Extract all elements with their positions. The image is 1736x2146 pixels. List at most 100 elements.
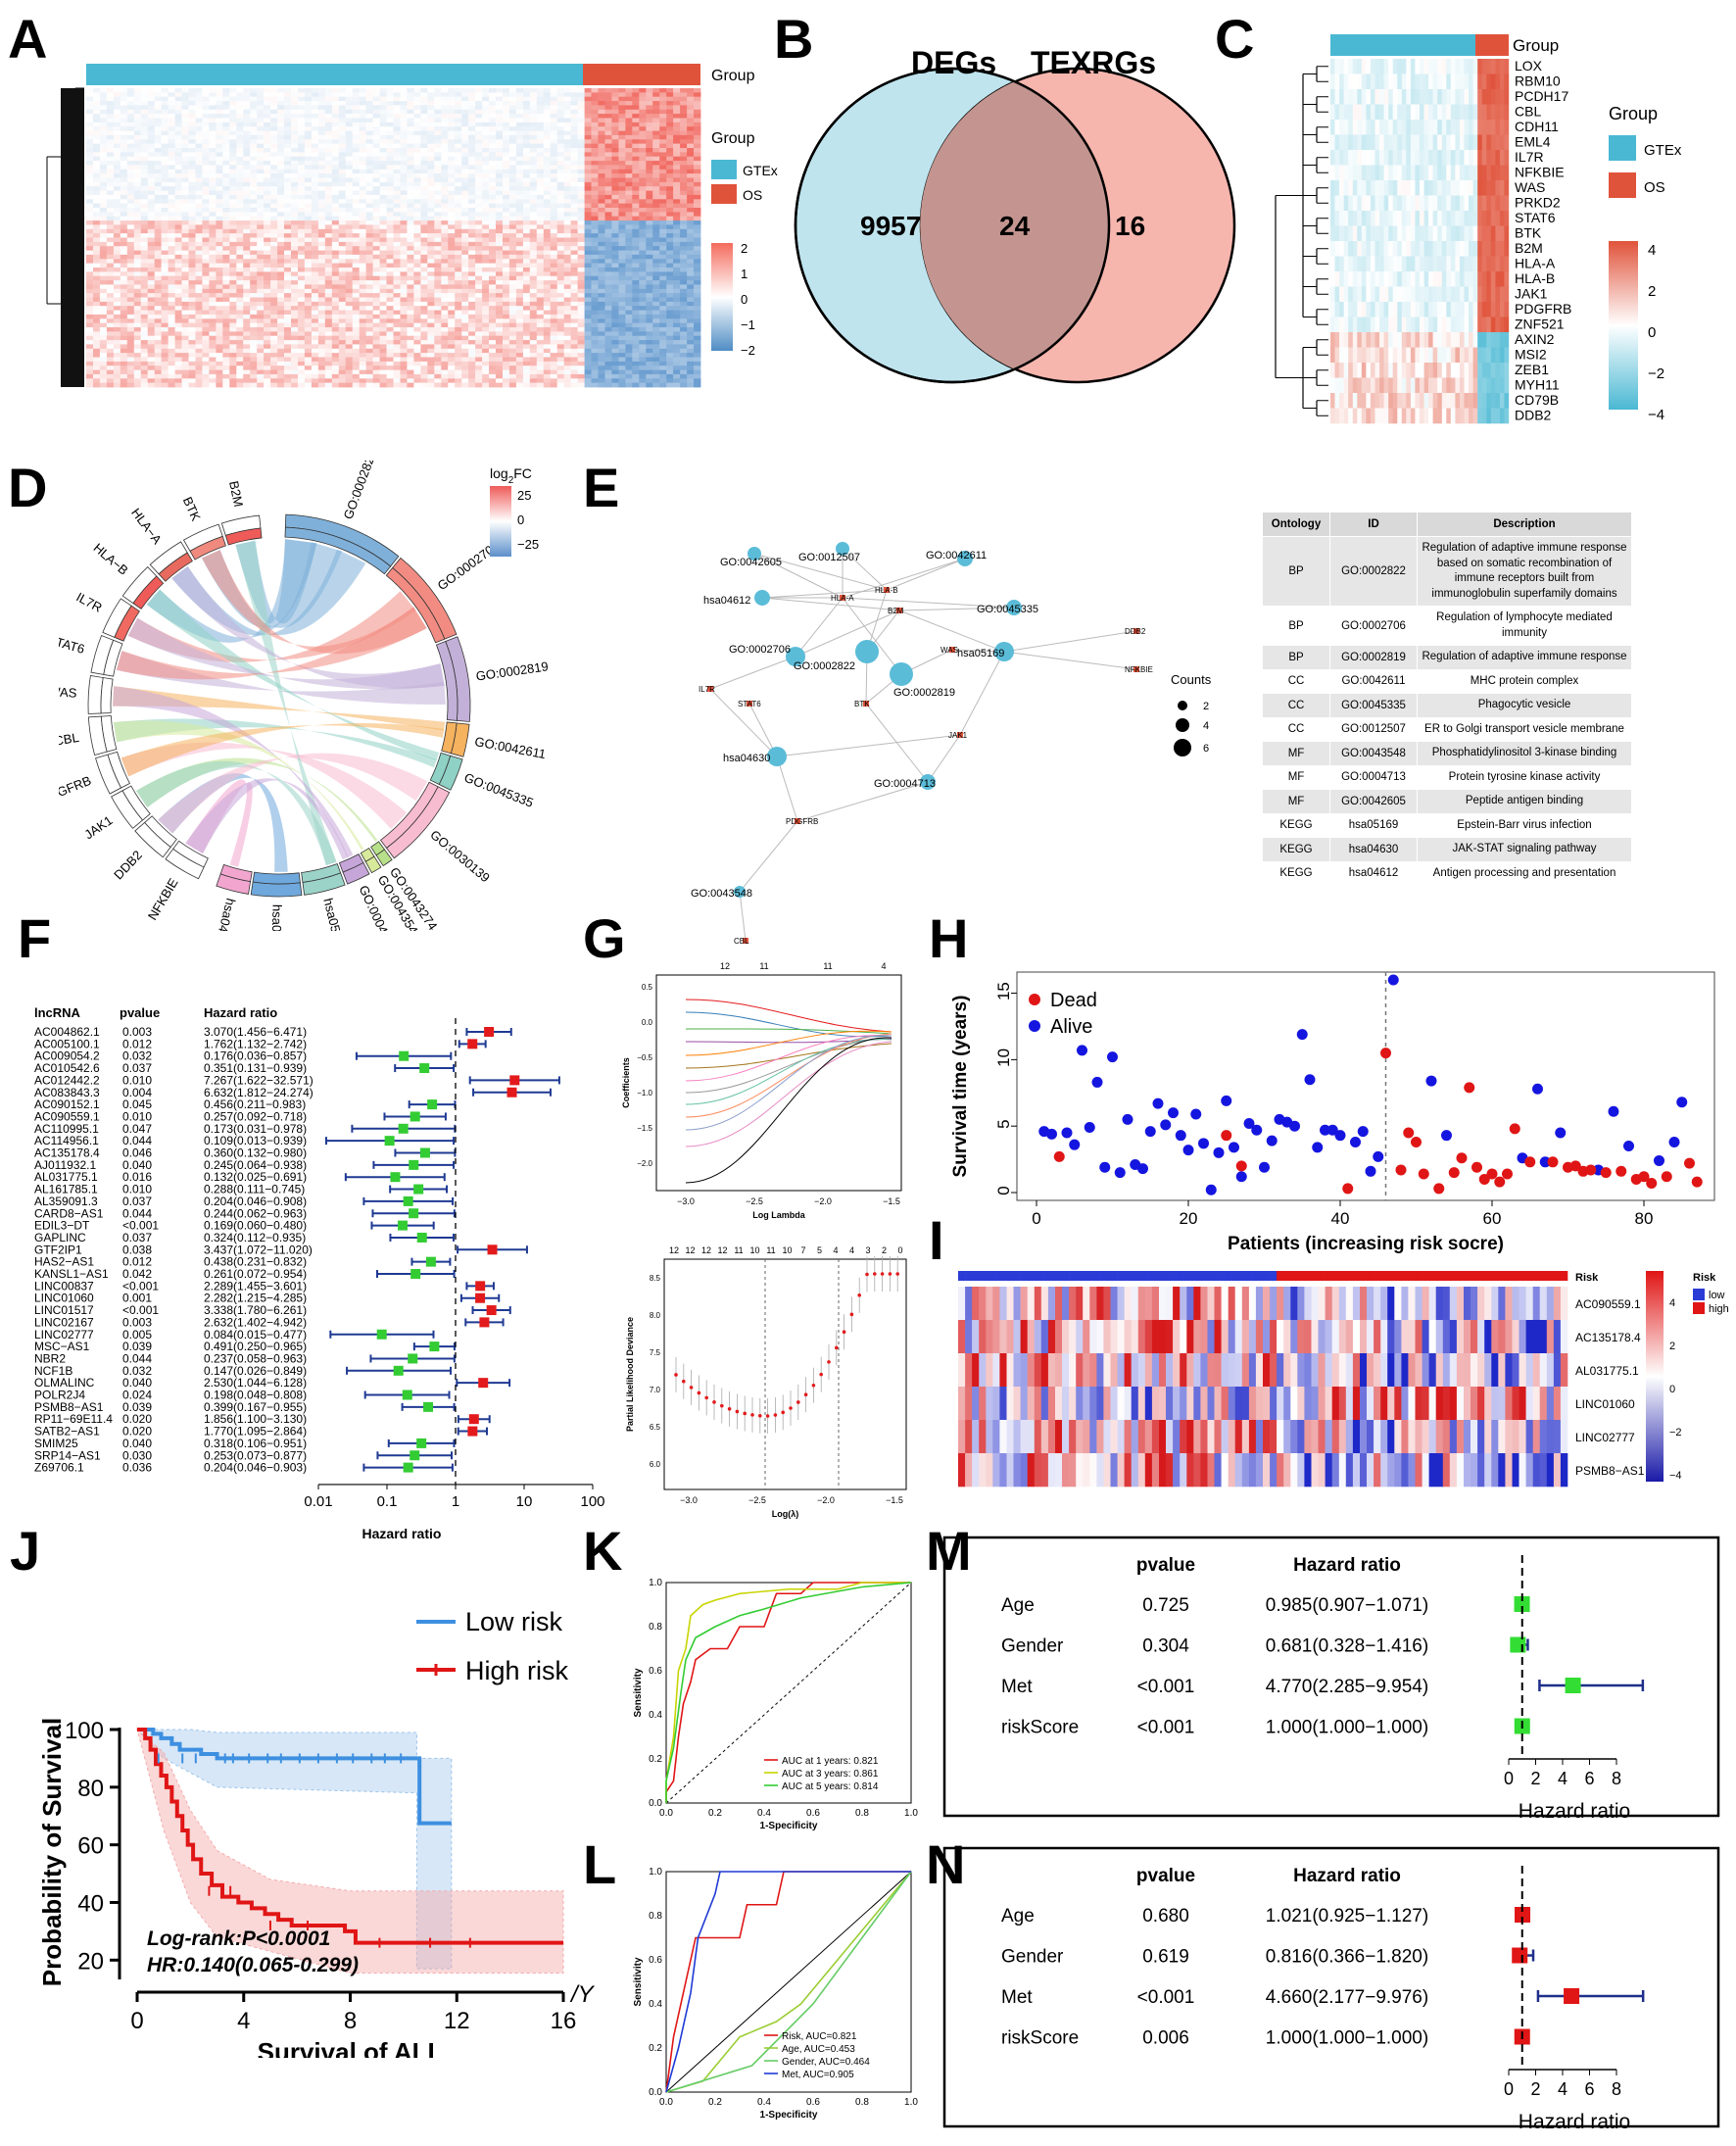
heatmap-cell xyxy=(195,208,203,213)
heatmap-cell xyxy=(236,293,244,298)
heatmap-cell xyxy=(243,306,251,311)
heatmap-cell xyxy=(298,268,306,272)
heatmap-cell xyxy=(625,268,633,272)
heatmap-cell xyxy=(475,134,483,140)
heatmap-cell xyxy=(468,101,476,106)
heatmap-cell xyxy=(168,105,175,111)
heatmap-cell xyxy=(659,203,667,209)
heatmap-cell xyxy=(646,246,653,251)
heatmap-cell xyxy=(496,88,504,93)
heatmap-cell xyxy=(195,275,203,281)
heatmap-cell xyxy=(331,288,340,294)
heatmap-cell xyxy=(324,88,333,93)
heatmap-cell xyxy=(413,186,421,191)
heatmap-cell xyxy=(133,280,142,285)
heatmap-cell xyxy=(359,152,367,158)
heatmap-cell xyxy=(420,263,428,268)
heatmap-cell xyxy=(598,224,605,230)
heatmap-cell xyxy=(673,118,681,123)
heatmap-cell xyxy=(475,246,483,251)
heatmap-cell xyxy=(646,237,653,243)
heatmap-cell xyxy=(529,101,538,106)
heatmap-cell xyxy=(413,161,421,166)
heatmap-cell xyxy=(195,88,203,93)
heatmap-cell xyxy=(503,254,510,260)
heatmap-cell xyxy=(250,250,258,256)
heatmap-cell xyxy=(468,92,476,98)
panel-label-F: F xyxy=(18,907,52,969)
heatmap-cell xyxy=(379,186,387,191)
heatmap-cell xyxy=(673,280,681,285)
heatmap-cell xyxy=(618,212,626,218)
heatmap-cell xyxy=(133,122,142,127)
heatmap-cell xyxy=(120,165,128,171)
heatmap-cell xyxy=(563,318,572,324)
heatmap-cell xyxy=(365,246,373,251)
heatmap-cell xyxy=(556,216,565,221)
heatmap-cell xyxy=(264,241,271,247)
heatmap-cell xyxy=(250,246,258,251)
heatmap-cell xyxy=(229,181,237,187)
heatmap-cell xyxy=(270,152,278,158)
heatmap-cell xyxy=(550,143,558,149)
heatmap-cell xyxy=(243,275,251,281)
heatmap-cell xyxy=(106,310,115,316)
heatmap-cell xyxy=(359,181,367,187)
heatmap-cell xyxy=(515,96,524,102)
heatmap-cell xyxy=(503,297,510,303)
heatmap-cell xyxy=(604,143,612,149)
heatmap-cell xyxy=(229,165,237,171)
heatmap-cell xyxy=(133,250,142,256)
heatmap-cell xyxy=(195,139,203,145)
heatmap-cell xyxy=(427,169,435,174)
heatmap-cell xyxy=(161,190,169,196)
heatmap-cell xyxy=(93,190,101,196)
heatmap-cell xyxy=(646,105,653,111)
heatmap-cell xyxy=(126,246,135,251)
heatmap-cell xyxy=(556,241,565,247)
heatmap-cell xyxy=(236,96,244,102)
heatmap-cell xyxy=(503,139,510,145)
heatmap-cell xyxy=(250,288,258,294)
heatmap-cell xyxy=(455,241,462,247)
heatmap-cell xyxy=(550,130,558,136)
heatmap-cell xyxy=(618,190,626,196)
heatmap-cell xyxy=(666,220,674,225)
heatmap-cell xyxy=(659,143,667,149)
heatmap-cell xyxy=(386,105,394,111)
heatmap-cell xyxy=(188,216,196,221)
heatmap-cell xyxy=(591,143,599,149)
heatmap-cell xyxy=(420,268,428,272)
heatmap-cell xyxy=(563,212,572,218)
heatmap-cell xyxy=(673,259,681,265)
heatmap-cell xyxy=(434,88,442,93)
heatmap-cell xyxy=(99,101,108,106)
heatmap-cell xyxy=(133,306,142,311)
heatmap-cell xyxy=(379,293,387,298)
heatmap-cell xyxy=(386,216,394,221)
heatmap-cell xyxy=(298,203,306,209)
heatmap-cell xyxy=(393,306,401,311)
heatmap-cell xyxy=(188,88,196,93)
heatmap-cell xyxy=(331,224,340,230)
heatmap-cell xyxy=(632,263,640,268)
heatmap-cell xyxy=(352,208,361,213)
heatmap-cell xyxy=(393,139,401,145)
heatmap-cell xyxy=(448,259,456,265)
heatmap-cell xyxy=(563,134,572,140)
heatmap-cell xyxy=(359,169,367,174)
heatmap-cell xyxy=(515,284,524,290)
heatmap-cell xyxy=(489,143,497,149)
heatmap-cell xyxy=(298,173,306,178)
heatmap-cell xyxy=(407,254,414,260)
heatmap-cell xyxy=(250,105,258,111)
heatmap-cell xyxy=(359,96,367,102)
heatmap-cell xyxy=(154,161,163,166)
heatmap-cell xyxy=(468,241,476,247)
heatmap-cell xyxy=(331,208,340,213)
heatmap-cell xyxy=(93,122,101,127)
heatmap-cell xyxy=(222,306,230,311)
heatmap-cell xyxy=(188,203,196,209)
heatmap-cell xyxy=(317,212,326,218)
heatmap-cell xyxy=(222,284,230,290)
